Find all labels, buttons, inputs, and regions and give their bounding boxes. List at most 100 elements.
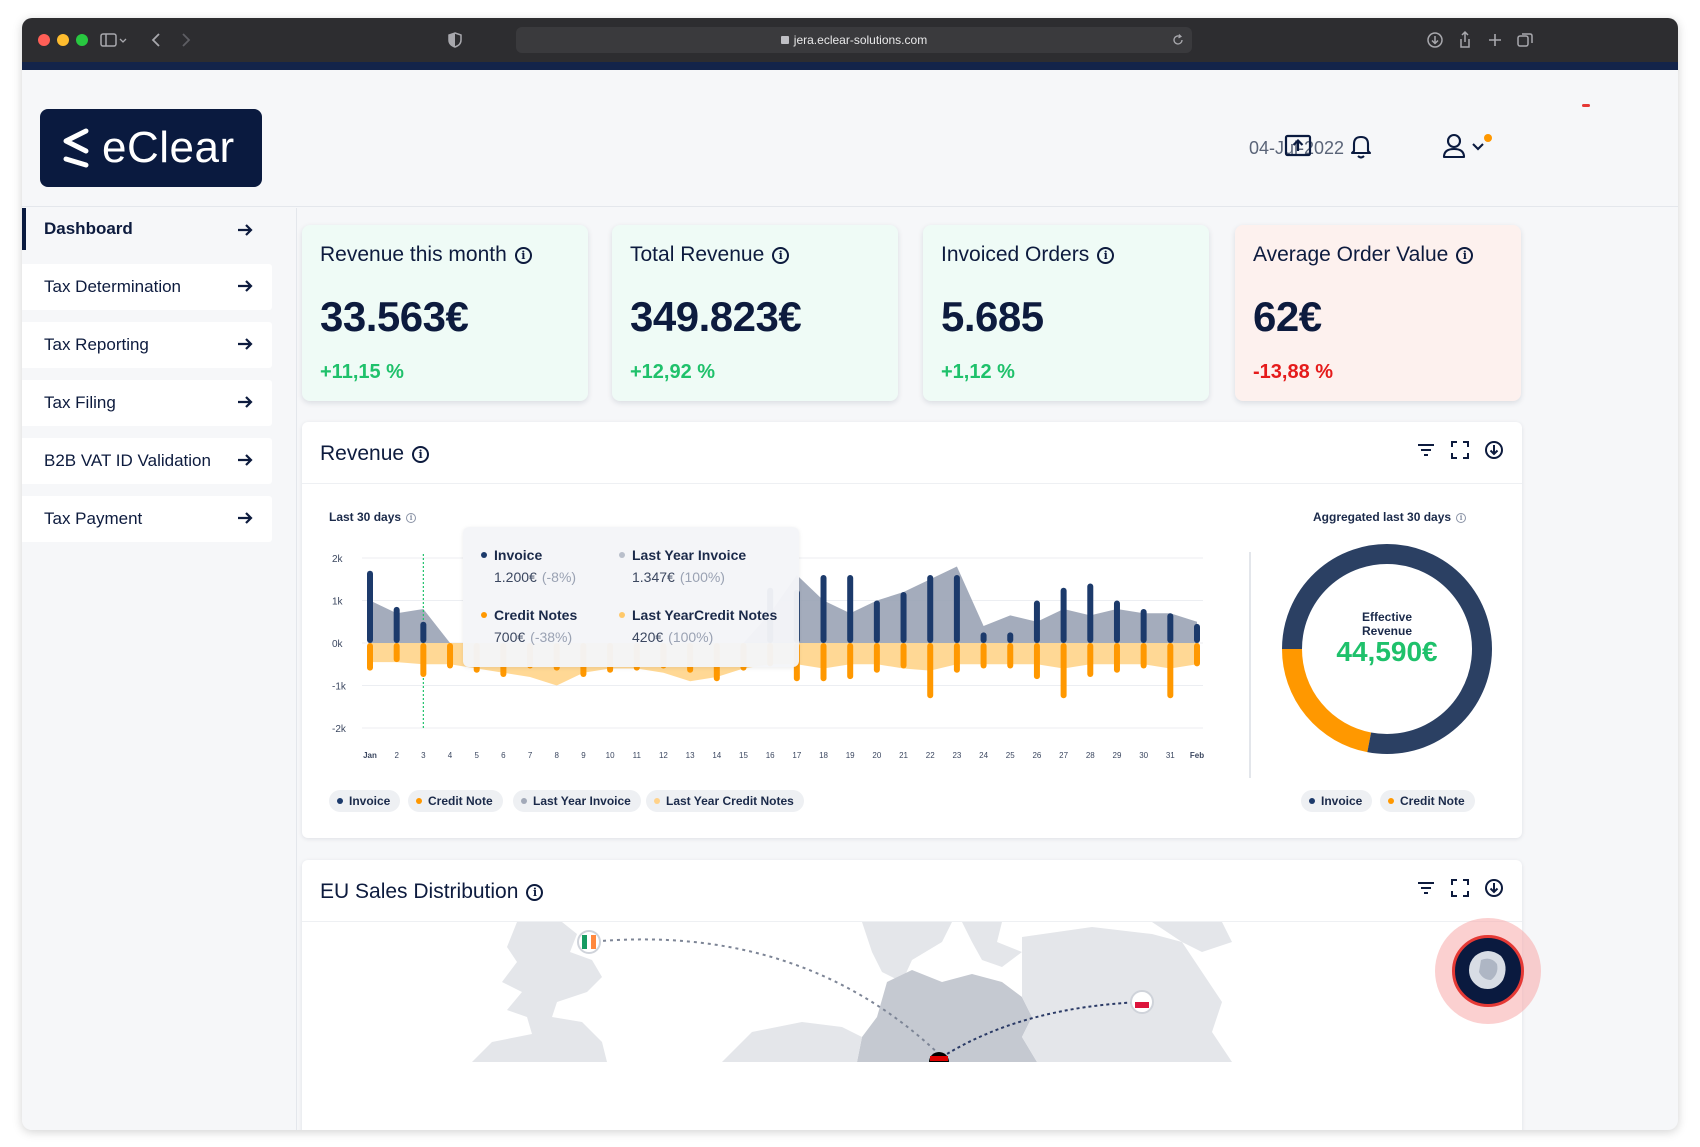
- sidebar-toggle-icon[interactable]: [98, 29, 128, 51]
- eu-sales-panel: EU Sales Distribution i: [302, 860, 1522, 1130]
- arrow-right-icon: [238, 338, 253, 350]
- sidebar-item-tax-determination[interactable]: Tax Determination: [22, 264, 272, 310]
- minimize-window-button[interactable]: [57, 34, 69, 46]
- sidebar-item-tax-filing[interactable]: Tax Filing: [22, 380, 272, 426]
- x-tick-label: 20: [872, 751, 881, 760]
- bar-invoice: [980, 632, 987, 643]
- tab-overview-icon[interactable]: [1514, 29, 1536, 51]
- x-tick-label: Jan: [363, 751, 377, 760]
- bar-credit-note: [927, 643, 934, 699]
- x-tick-label: 17: [792, 751, 801, 760]
- info-icon[interactable]: i: [514, 247, 532, 264]
- info-icon[interactable]: i: [772, 247, 790, 264]
- panel-toolbar: [1416, 440, 1504, 460]
- revenue-panel-header: Revenue i: [302, 422, 1522, 484]
- sidebar: Dashboard Tax Determination Tax Reportin…: [22, 208, 297, 1130]
- app-header: eClear 04-Jul-2022: [22, 70, 1678, 207]
- reload-icon[interactable]: [1172, 27, 1184, 62]
- map-region-france: [722, 1022, 862, 1062]
- arrow-right-icon: [238, 512, 253, 524]
- x-tick-label: 3: [421, 751, 426, 760]
- zoom-window-button[interactable]: [76, 34, 88, 46]
- donut-legend-invoice[interactable]: Invoice: [1301, 790, 1373, 812]
- assistant-blob-icon: [1469, 951, 1506, 989]
- info-icon[interactable]: i: [1456, 513, 1467, 523]
- info-icon[interactable]: i: [1097, 247, 1115, 264]
- panel-title: Revenue i: [320, 442, 430, 466]
- x-tick-label: 18: [819, 751, 828, 760]
- notification-bell-icon[interactable]: [1345, 130, 1377, 162]
- donut-subtitle: Aggregated last 30 days i: [1313, 510, 1467, 524]
- bar-invoice: [927, 575, 934, 643]
- lock-icon: [780, 36, 789, 44]
- status-indicator: [1582, 104, 1590, 107]
- sidebar-item-label: Dashboard: [44, 219, 133, 238]
- bar-credit-note: [847, 643, 854, 680]
- eu-sales-map[interactable]: [302, 922, 1522, 1072]
- privacy-shield-icon[interactable]: [444, 29, 466, 51]
- app-top-bar: [22, 62, 1678, 70]
- legend-last-year-invoice[interactable]: Last Year Invoice: [513, 790, 641, 812]
- user-menu-icon[interactable]: [1438, 130, 1492, 162]
- info-icon[interactable]: i: [526, 884, 544, 901]
- legend-credit-note[interactable]: Credit Note: [408, 790, 503, 812]
- bar-credit-note: [393, 643, 400, 663]
- bar-credit-note: [1060, 643, 1067, 699]
- bar-invoice: [1167, 613, 1174, 643]
- x-tick-label: 8: [555, 751, 560, 760]
- x-tick-label: 27: [1059, 751, 1068, 760]
- bar-invoice: [847, 575, 854, 643]
- x-tick-label: 7: [528, 751, 533, 760]
- fullscreen-icon[interactable]: [1450, 878, 1470, 898]
- forward-icon[interactable]: [174, 29, 196, 51]
- downloads-icon[interactable]: [1424, 29, 1446, 51]
- legend-last-year-credit-notes[interactable]: Last Year Credit Notes: [646, 790, 804, 812]
- browser-toolbar: jera.eclear-solutions.com: [22, 18, 1678, 62]
- download-icon[interactable]: [1484, 440, 1504, 460]
- info-icon[interactable]: i: [406, 513, 417, 523]
- upload-icon[interactable]: [1282, 130, 1314, 162]
- legend-dot: [619, 552, 625, 558]
- donut-legend-credit-note[interactable]: Credit Note: [1380, 790, 1475, 812]
- filter-icon[interactable]: [1416, 878, 1436, 898]
- info-icon[interactable]: i: [1456, 247, 1474, 264]
- sidebar-item-dashboard[interactable]: Dashboard: [22, 208, 272, 250]
- legend-invoice[interactable]: Invoice: [329, 790, 401, 812]
- x-tick-label: 21: [899, 751, 908, 760]
- info-icon[interactable]: i: [412, 446, 430, 463]
- eclear-logo[interactable]: eClear: [40, 109, 262, 187]
- x-tick-label: 19: [846, 751, 855, 760]
- chart-divider: [1249, 552, 1251, 778]
- address-bar[interactable]: jera.eclear-solutions.com: [516, 27, 1192, 53]
- new-tab-icon[interactable]: [1484, 29, 1506, 51]
- map-region-uk-ireland: [472, 922, 607, 1062]
- back-icon[interactable]: [146, 29, 168, 51]
- arrow-right-icon: [238, 224, 253, 236]
- kpi-value: 5.685: [941, 293, 1044, 340]
- legend-dot: [481, 612, 487, 618]
- share-icon[interactable]: [1454, 29, 1476, 51]
- download-icon[interactable]: [1484, 878, 1504, 898]
- kpi-card-invoiced-orders: Invoiced Orders i 5.685 +1,12 %: [923, 225, 1209, 401]
- sidebar-item-tax-reporting[interactable]: Tax Reporting: [22, 322, 272, 368]
- filter-icon[interactable]: [1416, 440, 1436, 460]
- x-tick-label: 10: [606, 751, 615, 760]
- kpi-card-revenue-this-month: Revenue this month i 33.563€ +11,15 %: [302, 225, 588, 401]
- chart-tooltip: Invoice 1.200€ (-8%) Last Year Invoice 1.…: [463, 527, 799, 667]
- bar-credit-note: [900, 643, 907, 669]
- eu-sales-panel-header: EU Sales Distribution i: [302, 860, 1522, 922]
- bar-credit-note: [447, 643, 454, 669]
- sidebar-item-tax-payment[interactable]: Tax Payment: [22, 496, 272, 542]
- y-tick-label: -1k: [332, 682, 347, 693]
- bar-invoice: [393, 606, 400, 643]
- sidebar-item-b2b-vat-id-validation[interactable]: B2B VAT ID Validation: [22, 438, 272, 484]
- close-window-button[interactable]: [38, 34, 50, 46]
- x-tick-label: 25: [1006, 751, 1015, 760]
- bar-invoice: [1087, 583, 1094, 643]
- bar-invoice: [953, 575, 960, 643]
- x-tick-label: Feb: [1190, 751, 1204, 760]
- effective-revenue-donut: [1282, 544, 1492, 754]
- chat-assistant-button[interactable]: [1435, 918, 1541, 1024]
- kpi-change: +12,92 %: [630, 361, 716, 383]
- fullscreen-icon[interactable]: [1450, 440, 1470, 460]
